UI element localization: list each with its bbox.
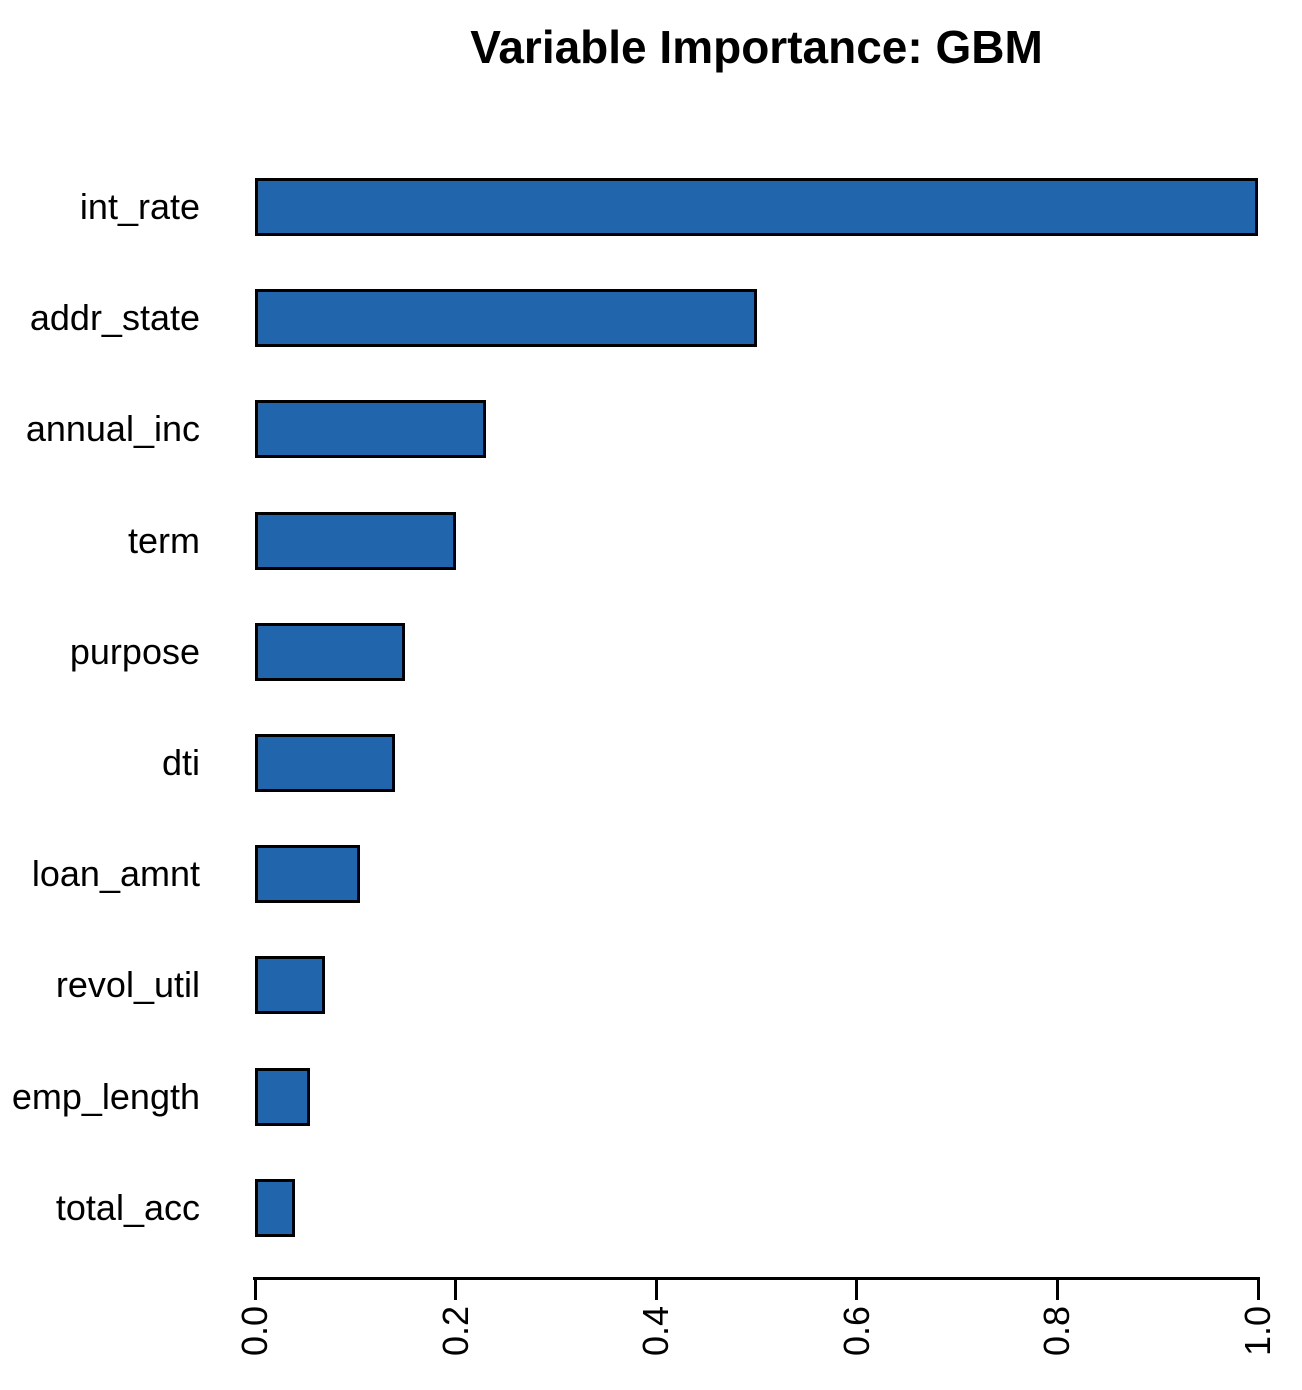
category-label-emp_length: emp_length (11, 1075, 200, 1117)
x-axis-line (253, 1277, 1260, 1280)
x-axis-tick-0.0 (253, 1277, 257, 1300)
chart-title: Variable Importance: GBM (470, 21, 1043, 73)
x-axis-tick-label-0.6: 0.6 (836, 1306, 878, 1356)
bar-emp_length (255, 1067, 311, 1126)
category-label-annual_inc: annual_inc (25, 408, 200, 450)
x-axis-tick-label-text: 1.0 (1237, 1306, 1278, 1357)
x-axis-tick-label-text: 0.2 (434, 1306, 476, 1357)
category-label-revol_util: revol_util (55, 964, 200, 1006)
x-axis-tick-0.6 (855, 1277, 859, 1300)
category-label-addr_state: addr_state (29, 297, 200, 339)
category-label-total_acc: total_acc (55, 1186, 200, 1228)
bar-int_rate (255, 178, 1258, 236)
bar-dti (255, 734, 396, 792)
bar-purpose (255, 622, 406, 681)
bar-addr_state (255, 289, 757, 348)
x-axis-tick-label-1.0: 1.0 (1237, 1306, 1279, 1356)
bar-annual_inc (255, 400, 486, 459)
category-label-dti: dti (161, 742, 200, 783)
x-axis-tick-label-text: 0.0 (234, 1306, 275, 1357)
category-label-int_rate: int_rate (79, 186, 200, 227)
category-label-loan_amnt: loan_amnt (31, 853, 200, 895)
category-label-purpose: purpose (69, 630, 200, 672)
x-axis-tick-label-text: 0.6 (835, 1306, 877, 1357)
x-axis-tick-label-text: 0.4 (635, 1306, 677, 1357)
x-axis-tick-label-0.8: 0.8 (1036, 1306, 1078, 1356)
x-axis-tick-label-0.2: 0.2 (435, 1306, 477, 1356)
bar-term (255, 511, 456, 570)
x-axis-tick-label-text: 0.8 (1036, 1306, 1078, 1357)
bar-total_acc (255, 1178, 296, 1237)
x-axis-tick-label-0.0: 0.0 (234, 1306, 276, 1356)
x-axis-tick-0.4 (654, 1277, 658, 1300)
x-axis-tick-label-0.4: 0.4 (635, 1306, 677, 1356)
x-axis-tick-0.2 (454, 1277, 458, 1300)
bar-revol_util (255, 956, 326, 1015)
category-label-term: term (128, 519, 200, 561)
x-axis-tick-1.0 (1256, 1277, 1260, 1300)
x-axis-tick-0.8 (1055, 1277, 1059, 1300)
bar-loan_amnt (255, 845, 361, 904)
